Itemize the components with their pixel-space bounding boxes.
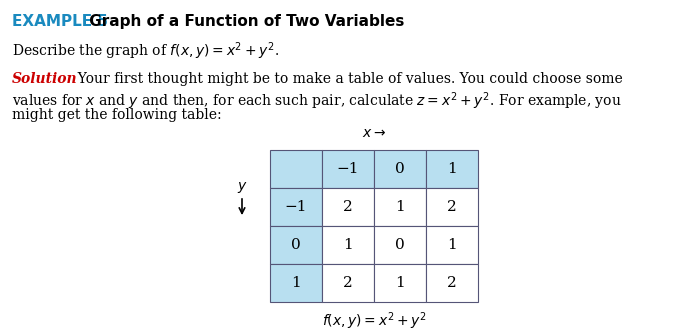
Text: 1: 1 bbox=[343, 238, 353, 252]
Text: $y$: $y$ bbox=[237, 180, 248, 195]
Bar bbox=[322, 188, 374, 226]
Text: −1: −1 bbox=[337, 162, 359, 176]
Text: 1: 1 bbox=[291, 276, 301, 290]
Text: values for $x$ and $y$ and then, for each such pair, calculate $z = x^2 + y^2$. : values for $x$ and $y$ and then, for eac… bbox=[12, 90, 622, 112]
Text: 1: 1 bbox=[395, 276, 405, 290]
Bar bbox=[426, 226, 478, 264]
Text: 2: 2 bbox=[343, 276, 353, 290]
Bar bbox=[270, 188, 322, 226]
Text: 0: 0 bbox=[395, 238, 405, 252]
Text: Describe the graph of $f(x, y) = x^2 + y^2$.: Describe the graph of $f(x, y) = x^2 + y… bbox=[12, 40, 279, 62]
Text: 1: 1 bbox=[395, 200, 405, 214]
Text: 1: 1 bbox=[447, 162, 457, 176]
Bar bbox=[374, 264, 426, 302]
Text: 0: 0 bbox=[291, 238, 301, 252]
Text: Graph of a Function of Two Variables: Graph of a Function of Two Variables bbox=[84, 14, 405, 29]
Text: EXAMPLE 5: EXAMPLE 5 bbox=[12, 14, 108, 29]
Bar bbox=[270, 264, 322, 302]
Text: 2: 2 bbox=[447, 200, 457, 214]
Text: 1: 1 bbox=[447, 238, 457, 252]
Text: −1: −1 bbox=[285, 200, 307, 214]
Text: 0: 0 bbox=[395, 162, 405, 176]
Text: Solution: Solution bbox=[12, 72, 78, 86]
Text: might get the following table:: might get the following table: bbox=[12, 108, 222, 122]
Bar bbox=[426, 188, 478, 226]
Text: Your first thought might be to make a table of values. You could choose some: Your first thought might be to make a ta… bbox=[69, 72, 623, 86]
Bar bbox=[322, 150, 374, 188]
Text: $x \rightarrow$: $x \rightarrow$ bbox=[362, 126, 386, 140]
Bar bbox=[374, 226, 426, 264]
Text: 2: 2 bbox=[447, 276, 457, 290]
Bar bbox=[374, 150, 426, 188]
Bar bbox=[322, 264, 374, 302]
Bar bbox=[374, 188, 426, 226]
Text: $f(x, y) = x^2 + y^2$: $f(x, y) = x^2 + y^2$ bbox=[322, 310, 426, 332]
Bar bbox=[426, 264, 478, 302]
Bar bbox=[270, 226, 322, 264]
Bar bbox=[270, 150, 322, 188]
Bar bbox=[426, 150, 478, 188]
Text: 2: 2 bbox=[343, 200, 353, 214]
Bar bbox=[322, 226, 374, 264]
